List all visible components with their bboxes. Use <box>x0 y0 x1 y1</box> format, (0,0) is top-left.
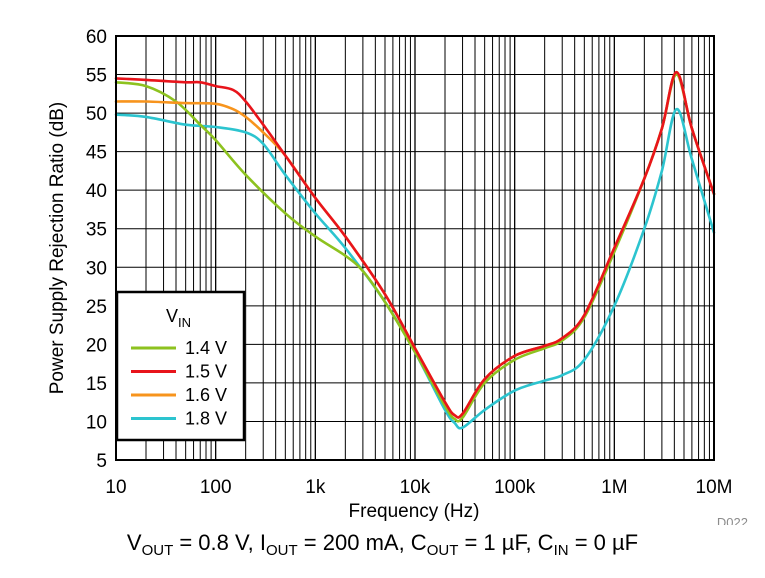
x-tick-label: 10M <box>696 477 733 498</box>
x-axis-title: Frequency (Hz) <box>349 501 480 522</box>
y-tick-label: 40 <box>86 181 107 202</box>
legend-title-main: V <box>166 306 178 326</box>
x-tick-label: 100 <box>200 477 232 498</box>
caption-subscript: OUT <box>141 542 174 559</box>
x-tick-label: 10k <box>400 477 431 498</box>
y-tick-label: 45 <box>86 143 107 164</box>
caption-subscript: OUT <box>266 542 298 559</box>
y-tick-label: 5 <box>96 451 107 472</box>
y-tick-label: 35 <box>86 220 107 241</box>
legend-label: 1.4 V <box>185 338 227 358</box>
y-axis-title: Power Supply Rejection Ratio (dB) <box>47 102 68 395</box>
legend-label: 1.8 V <box>185 409 227 429</box>
legend-title-sub: IN <box>178 315 191 330</box>
caption-subscript: IN <box>553 542 569 559</box>
y-tick-label: 60 <box>86 27 107 48</box>
caption-text: = 200 mA, C <box>297 530 427 555</box>
chart-caption: VOUT = 0.8 V, IOUT = 200 mA, COUT = 1 µF… <box>0 530 765 559</box>
x-tick-label: 10 <box>105 477 126 498</box>
y-tick-label: 55 <box>86 66 107 87</box>
caption-text: = 0.8 V, I <box>173 530 266 555</box>
legend-box <box>115 290 246 442</box>
caption-subscript: OUT <box>426 542 459 559</box>
psrr-chart: 10 100 1k 10k 100k 1M 10M 5 10 15 20 25 30 35 40 45 50 55… <box>47 27 748 525</box>
y-tick-label: 10 <box>86 412 107 433</box>
caption-text: = 1 µF, C <box>458 530 554 555</box>
y-tick-label: 25 <box>86 297 107 318</box>
series-layer <box>114 70 716 430</box>
x-tick-label: 1M <box>601 477 627 498</box>
y-tick-label: 50 <box>86 104 107 125</box>
series-line-1-8-V <box>114 107 716 430</box>
legend-title: VIN <box>166 306 191 330</box>
x-tick-label: 1k <box>305 477 326 498</box>
legend-items: 1.4 V 1.5 V 1.6 V 1.8 V <box>131 338 227 429</box>
plot-frame <box>115 35 715 461</box>
figure-id: D022 <box>717 515 748 525</box>
y-tick-label: 15 <box>86 374 107 395</box>
x-tick-label: 100k <box>494 477 536 498</box>
caption-text: = 0 µF <box>568 530 639 555</box>
caption-text: V <box>126 530 142 555</box>
legend: VIN 1.4 V 1.5 V 1.6 V 1.8 V <box>115 290 246 442</box>
y-tick-label: 30 <box>86 258 107 279</box>
tick-labels: 10 100 1k 10k 100k 1M 10M 5 10 15 20 25 30 35 40 45 50 55… <box>86 27 733 498</box>
grid <box>115 35 714 461</box>
series-line-1-5-V <box>114 70 716 419</box>
y-tick-label: 20 <box>86 335 107 356</box>
legend-label: 1.5 V <box>185 362 227 382</box>
legend-label: 1.6 V <box>185 385 227 405</box>
